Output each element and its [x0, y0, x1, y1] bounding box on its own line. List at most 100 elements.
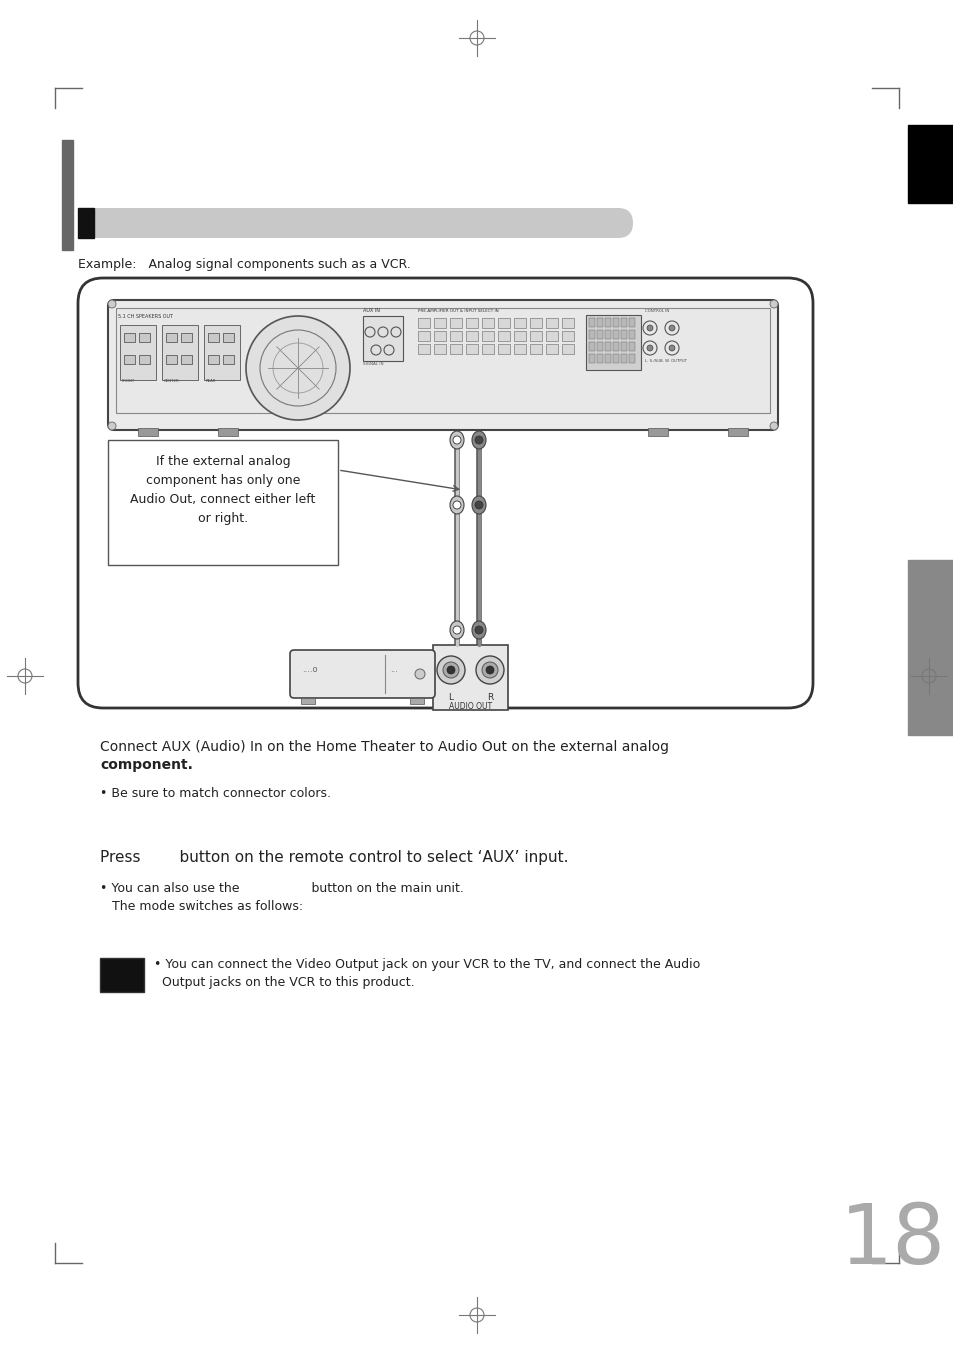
- Circle shape: [668, 345, 675, 351]
- Bar: [139, 355, 150, 363]
- Bar: [124, 332, 135, 342]
- Bar: [561, 331, 574, 340]
- Text: ...: ...: [390, 665, 397, 674]
- Text: 5.1 CH SPEAKERS OUT: 5.1 CH SPEAKERS OUT: [118, 313, 172, 319]
- Bar: [417, 345, 430, 354]
- Bar: [727, 428, 747, 436]
- Text: The mode switches as follows:: The mode switches as follows:: [100, 900, 303, 913]
- Bar: [628, 317, 635, 327]
- Text: Example:   Analog signal components such as a VCR.: Example: Analog signal components such a…: [78, 258, 411, 272]
- Bar: [604, 342, 610, 351]
- Bar: [450, 331, 461, 340]
- Bar: [139, 332, 150, 342]
- Text: AUX IN: AUX IN: [363, 308, 379, 313]
- Bar: [907, 126, 953, 203]
- Text: 18: 18: [840, 1200, 945, 1281]
- Circle shape: [668, 326, 675, 331]
- Bar: [545, 331, 558, 340]
- Bar: [620, 317, 626, 327]
- Bar: [588, 342, 595, 351]
- Text: Press        button on the remote control to select ‘AUX’ input.: Press button on the remote control to se…: [100, 850, 568, 865]
- Bar: [450, 345, 461, 354]
- Bar: [301, 698, 314, 704]
- Circle shape: [108, 300, 116, 308]
- Bar: [218, 428, 237, 436]
- Bar: [434, 345, 446, 354]
- Bar: [363, 316, 402, 361]
- Bar: [204, 326, 240, 380]
- Bar: [100, 958, 144, 992]
- Bar: [628, 342, 635, 351]
- Bar: [628, 330, 635, 339]
- FancyBboxPatch shape: [108, 300, 778, 430]
- Circle shape: [646, 345, 652, 351]
- Bar: [223, 332, 233, 342]
- Text: Connect AUX (Audio) In on the Home Theater to Audio Out on the external analog: Connect AUX (Audio) In on the Home Theat…: [100, 740, 668, 754]
- Bar: [434, 317, 446, 328]
- Bar: [588, 330, 595, 339]
- Bar: [514, 317, 525, 328]
- Bar: [481, 331, 494, 340]
- Bar: [514, 331, 525, 340]
- Bar: [497, 331, 510, 340]
- Bar: [613, 342, 618, 351]
- Bar: [545, 317, 558, 328]
- FancyBboxPatch shape: [290, 650, 435, 698]
- Bar: [530, 317, 541, 328]
- Text: If the external analog
component has only one
Audio Out, connect either left
or : If the external analog component has onl…: [131, 455, 315, 526]
- Circle shape: [447, 666, 455, 674]
- Bar: [613, 330, 618, 339]
- Bar: [166, 332, 177, 342]
- Bar: [561, 317, 574, 328]
- Bar: [78, 208, 94, 238]
- Bar: [588, 354, 595, 363]
- Bar: [613, 354, 618, 363]
- Bar: [417, 331, 430, 340]
- Text: • You can also use the                  button on the main unit.: • You can also use the button on the mai…: [100, 882, 463, 894]
- Text: ....o: ....o: [302, 665, 317, 674]
- Circle shape: [646, 326, 652, 331]
- Bar: [465, 317, 477, 328]
- Text: component.: component.: [100, 758, 193, 771]
- FancyBboxPatch shape: [78, 278, 812, 708]
- Bar: [166, 355, 177, 363]
- Ellipse shape: [450, 496, 463, 513]
- Bar: [124, 355, 135, 363]
- Bar: [465, 331, 477, 340]
- Bar: [597, 354, 602, 363]
- Circle shape: [481, 662, 497, 678]
- Bar: [417, 317, 430, 328]
- Text: AUDIO OUT: AUDIO OUT: [449, 703, 492, 711]
- Text: • Be sure to match connector colors.: • Be sure to match connector colors.: [100, 788, 331, 800]
- Bar: [585, 315, 640, 370]
- Bar: [465, 345, 477, 354]
- Bar: [545, 345, 558, 354]
- Bar: [514, 345, 525, 354]
- Text: L. S./SUB. W. OUTPUT: L. S./SUB. W. OUTPUT: [644, 359, 686, 363]
- Text: REAR: REAR: [206, 380, 216, 382]
- Circle shape: [475, 436, 482, 444]
- Circle shape: [769, 300, 778, 308]
- Bar: [208, 332, 219, 342]
- Text: CONTROL IN: CONTROL IN: [644, 309, 669, 313]
- Bar: [120, 326, 156, 380]
- Text: L: L: [448, 693, 453, 703]
- Bar: [620, 342, 626, 351]
- Ellipse shape: [472, 496, 485, 513]
- Bar: [604, 354, 610, 363]
- Bar: [433, 644, 507, 711]
- Bar: [497, 345, 510, 354]
- Circle shape: [475, 501, 482, 509]
- Bar: [647, 428, 667, 436]
- FancyBboxPatch shape: [78, 208, 633, 238]
- Bar: [530, 345, 541, 354]
- Bar: [613, 317, 618, 327]
- Bar: [208, 355, 219, 363]
- Text: PRE-AMPLIFIER OUT & INPUT SELECT IN: PRE-AMPLIFIER OUT & INPUT SELECT IN: [417, 309, 498, 313]
- Bar: [181, 332, 192, 342]
- Circle shape: [442, 662, 458, 678]
- Bar: [108, 440, 337, 565]
- Bar: [481, 345, 494, 354]
- Ellipse shape: [472, 621, 485, 639]
- Bar: [597, 330, 602, 339]
